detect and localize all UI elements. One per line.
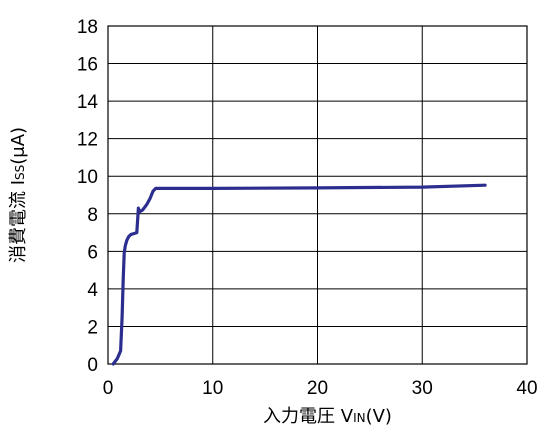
x-tick-label: 30 — [412, 378, 433, 399]
y-tick-label: 12 — [77, 130, 98, 151]
x-tick-label: 0 — [103, 378, 114, 399]
series-line — [111, 183, 487, 366]
y-tick-label: 4 — [87, 280, 98, 301]
series-group — [111, 183, 487, 366]
y-tick-label: 8 — [87, 205, 98, 226]
y-tick-label: 10 — [77, 167, 98, 188]
x-tick-label: 40 — [516, 378, 537, 399]
grid-lines — [108, 26, 527, 364]
y-axis-label: 消費電流 ISS(μA) — [8, 127, 29, 263]
y-tick-labels: 0 2 4 6 8 10 12 14 16 18 — [77, 17, 99, 376]
x-tick-labels: 0 10 20 30 40 — [103, 378, 538, 399]
x-axis-label: 入力電圧 VIN(V) — [263, 406, 392, 427]
y-tick-label: 14 — [77, 92, 99, 113]
y-tick-label: 18 — [77, 17, 98, 38]
y-tick-label: 6 — [87, 242, 98, 263]
x-tick-label: 10 — [202, 378, 223, 399]
y-tick-label: 2 — [87, 317, 98, 338]
x-tick-label: 20 — [307, 378, 328, 399]
y-tick-label: 16 — [77, 55, 98, 76]
y-tick-label: 0 — [87, 355, 98, 376]
plot-area-frame — [107, 25, 528, 365]
